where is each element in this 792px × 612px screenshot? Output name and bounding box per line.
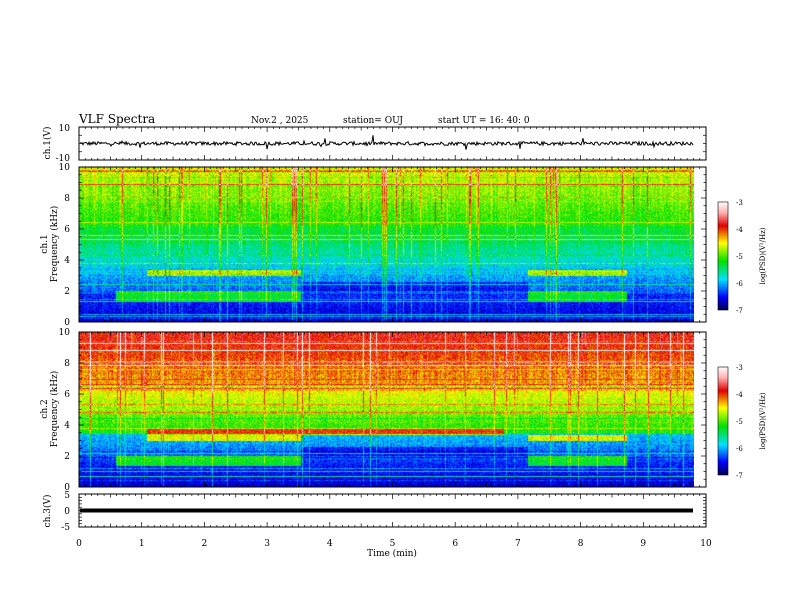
ch2-cb-tick-m5: -5 <box>736 418 743 426</box>
ch1-ylabel-channel: ch.1 <box>40 234 50 253</box>
x-tick-label: 4 <box>327 539 333 549</box>
ch2-spectrogram-holder <box>79 332 694 487</box>
ch1-spectrogram-holder <box>79 167 694 322</box>
ch2-ftick-4: 4 <box>64 421 70 431</box>
ch1-spectrogram-panel: 0 2 4 6 8 10 ch.1 Frequency (kHz) -3 -4 … <box>40 163 767 328</box>
ch2-ftick-10: 10 <box>59 328 71 338</box>
x-tick-label: 10 <box>700 539 712 549</box>
ch1-ytick-top: 10 <box>59 124 71 134</box>
x-tick-label: 7 <box>515 539 521 549</box>
x-tick-label: 6 <box>452 539 458 549</box>
ch3-waveform-ylabel: ch.3(V) <box>42 495 53 528</box>
ch2-cb-tick-m6: -6 <box>736 445 743 453</box>
ch2-ylabel-frequency: Frequency (kHz) <box>49 371 60 448</box>
ch1-waveform-trace <box>79 135 694 150</box>
x-axis-label: Time (min) <box>367 548 417 559</box>
ch1-ftick-6: 6 <box>64 225 70 235</box>
ch1-ftick-4: 4 <box>64 256 70 266</box>
ch1-cb-tick-m3: -3 <box>736 199 743 207</box>
ch1-waveform-panel: 10 -10 ch.1(V) <box>42 124 707 164</box>
ch1-spectrogram-image <box>79 167 694 322</box>
ch2-cb-tick-m7: -7 <box>736 472 743 480</box>
x-tick-label: 0 <box>76 539 82 549</box>
ch1-ftick-2: 2 <box>64 287 70 297</box>
x-tick-label: 5 <box>390 539 396 549</box>
ch2-colorbar <box>717 366 729 476</box>
ch1-colorbar <box>717 201 729 311</box>
x-tick-label: 2 <box>202 539 208 549</box>
x-axis-tick-labels: 0 1 2 3 4 5 6 7 8 9 10 <box>76 539 712 549</box>
ch1-ftick-10: 10 <box>59 163 71 173</box>
x-tick-label: 8 <box>578 539 584 549</box>
ch1-cb-tick-m7: -7 <box>736 307 743 315</box>
x-tick-label: 3 <box>264 539 270 549</box>
x-tick-label: 1 <box>139 539 145 549</box>
ch1-ftick-0: 0 <box>64 318 70 328</box>
ch2-colorbar-label: log(PSD)(V²/Hz) <box>759 392 767 449</box>
start-time-label: start UT = 16: 40: 0 <box>438 116 530 126</box>
ch3-waveform-panel: 5 0 -5 ch.3(V) <box>42 491 707 533</box>
ch1-colorbar-label: log(PSD)(V²/Hz) <box>759 227 767 284</box>
ch1-waveform-ylabel: ch.1(V) <box>42 127 53 160</box>
ch2-ftick-0: 0 <box>64 483 70 493</box>
ch3-ytick-bottom: -5 <box>61 523 70 533</box>
figure-title: VLF Spectra <box>78 112 155 126</box>
date-label: Nov.2 , 2025 <box>251 116 309 126</box>
ch2-cb-tick-m3: -3 <box>736 364 743 372</box>
ch2-cb-tick-m4: -4 <box>736 391 743 399</box>
ch1-ytick-bottom: -10 <box>56 154 71 164</box>
ch2-spectrogram-image <box>79 332 694 487</box>
station-label: station= OUJ <box>343 116 403 126</box>
ch2-ftick-2: 2 <box>64 452 70 462</box>
ch3-ytick-mid: 0 <box>64 507 70 517</box>
ch1-cb-tick-m4: -4 <box>736 226 743 234</box>
ch2-spectrogram-panel: 0 2 4 6 8 10 ch.2 Frequency (kHz) -3 -4 … <box>40 328 767 493</box>
x-tick-label: 9 <box>640 539 646 549</box>
ch1-ftick-8: 8 <box>64 194 70 204</box>
ch2-ylabel-channel: ch.2 <box>40 399 50 418</box>
ch1-cb-tick-m5: -5 <box>736 253 743 261</box>
ch1-ylabel-frequency: Frequency (kHz) <box>49 206 60 283</box>
ch2-ftick-8: 8 <box>64 359 70 369</box>
axis-tick-marks <box>78 126 707 528</box>
ch2-ftick-6: 6 <box>64 390 70 400</box>
ch3-ytick-top: 5 <box>64 491 70 501</box>
ch1-cb-tick-m6: -6 <box>736 280 743 288</box>
